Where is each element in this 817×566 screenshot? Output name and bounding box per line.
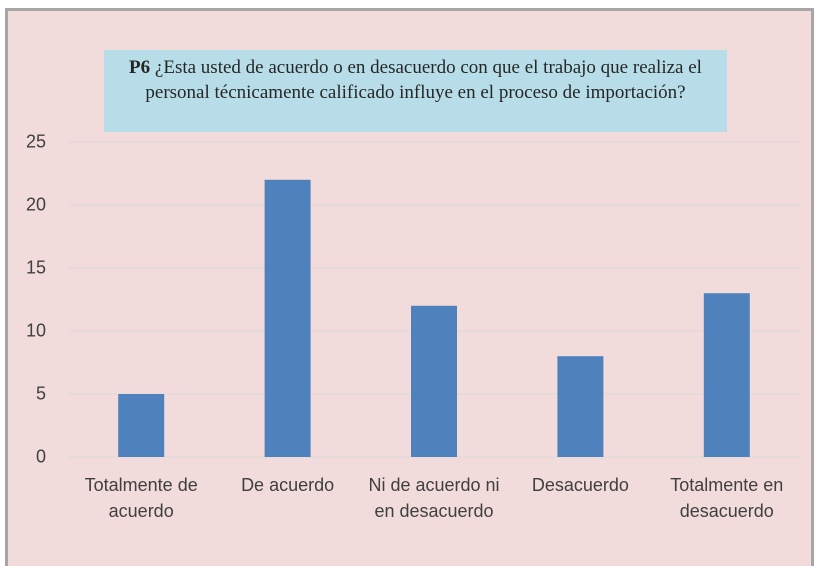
bar (703, 293, 750, 457)
title-prefix: P6 (129, 57, 151, 78)
x-tick-label: De acuerdo (241, 475, 335, 495)
y-tick-label: 5 (35, 383, 46, 404)
bar (118, 394, 165, 457)
bar (411, 305, 457, 457)
x-tick-label: Ni de acuerdo ni en desacuerdo (368, 475, 500, 521)
y-tick-label: 0 (35, 446, 46, 467)
x-tick-label: Totalmente en desacuerdo (670, 475, 784, 521)
x-tick-label: Totalmente de acuerdo (84, 475, 198, 521)
chart-title: ¿Esta usted de acuerdo o en desacuerdo c… (145, 57, 702, 103)
bar (557, 356, 604, 457)
y-tick-label: 10 (25, 320, 46, 341)
y-tick-label: 25 (25, 131, 46, 152)
y-tick-label: 20 (25, 194, 46, 215)
bar (264, 179, 311, 458)
y-tick-label: 15 (25, 257, 46, 278)
title-box: P6 ¿Esta usted de acuerdo o en desacuerd… (104, 50, 727, 132)
x-tick-label: Desacuerdo (531, 475, 629, 495)
